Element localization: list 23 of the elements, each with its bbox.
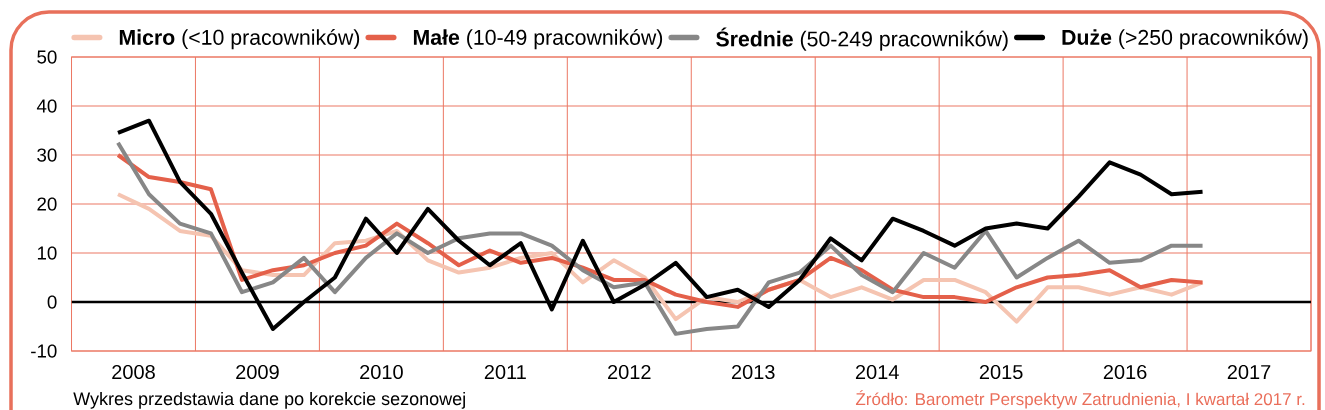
y-tick-label: 50 (37, 50, 57, 64)
text: Źródło: Barometr Perspektyw Zatrudnienia, I kwartał 2017 r. (855, 390, 1305, 409)
y-tick-label: 30 (37, 148, 57, 162)
y-tick-label: 10 (37, 246, 57, 260)
x-tick-label: 2016 (1103, 364, 1147, 380)
x-tick-label: 2008 (112, 364, 155, 380)
y-tick-label: -10 (31, 344, 57, 358)
legend-label: Duże (>250 pracowników) (1062, 29, 1308, 50)
x-tick-label: 2010 (360, 364, 403, 380)
y-tick-label: 20 (37, 197, 57, 211)
x-tick-label: 2017 (1227, 364, 1271, 380)
text: Wykres przedstawia dane po korekcie sezonowej (73, 391, 465, 409)
legend-label: Micro (<10 pracowników) (119, 29, 360, 50)
x-tick-label: 2013 (731, 364, 775, 380)
y-tick-label: 40 (36, 99, 57, 113)
x-tick-label: 2009 (236, 364, 279, 380)
legend-label: Małe (10-49 pracowników) (413, 29, 663, 50)
x-tick-label: 2014 (855, 364, 899, 380)
x-tick-label: 2011 (484, 364, 526, 380)
x-tick-label: 2012 (608, 364, 651, 380)
legend-label: Średnie (50-249 pracowników) (716, 27, 1008, 51)
x-tick-label: 2015 (979, 364, 1023, 380)
y-tick-label: 0 (47, 295, 57, 309)
